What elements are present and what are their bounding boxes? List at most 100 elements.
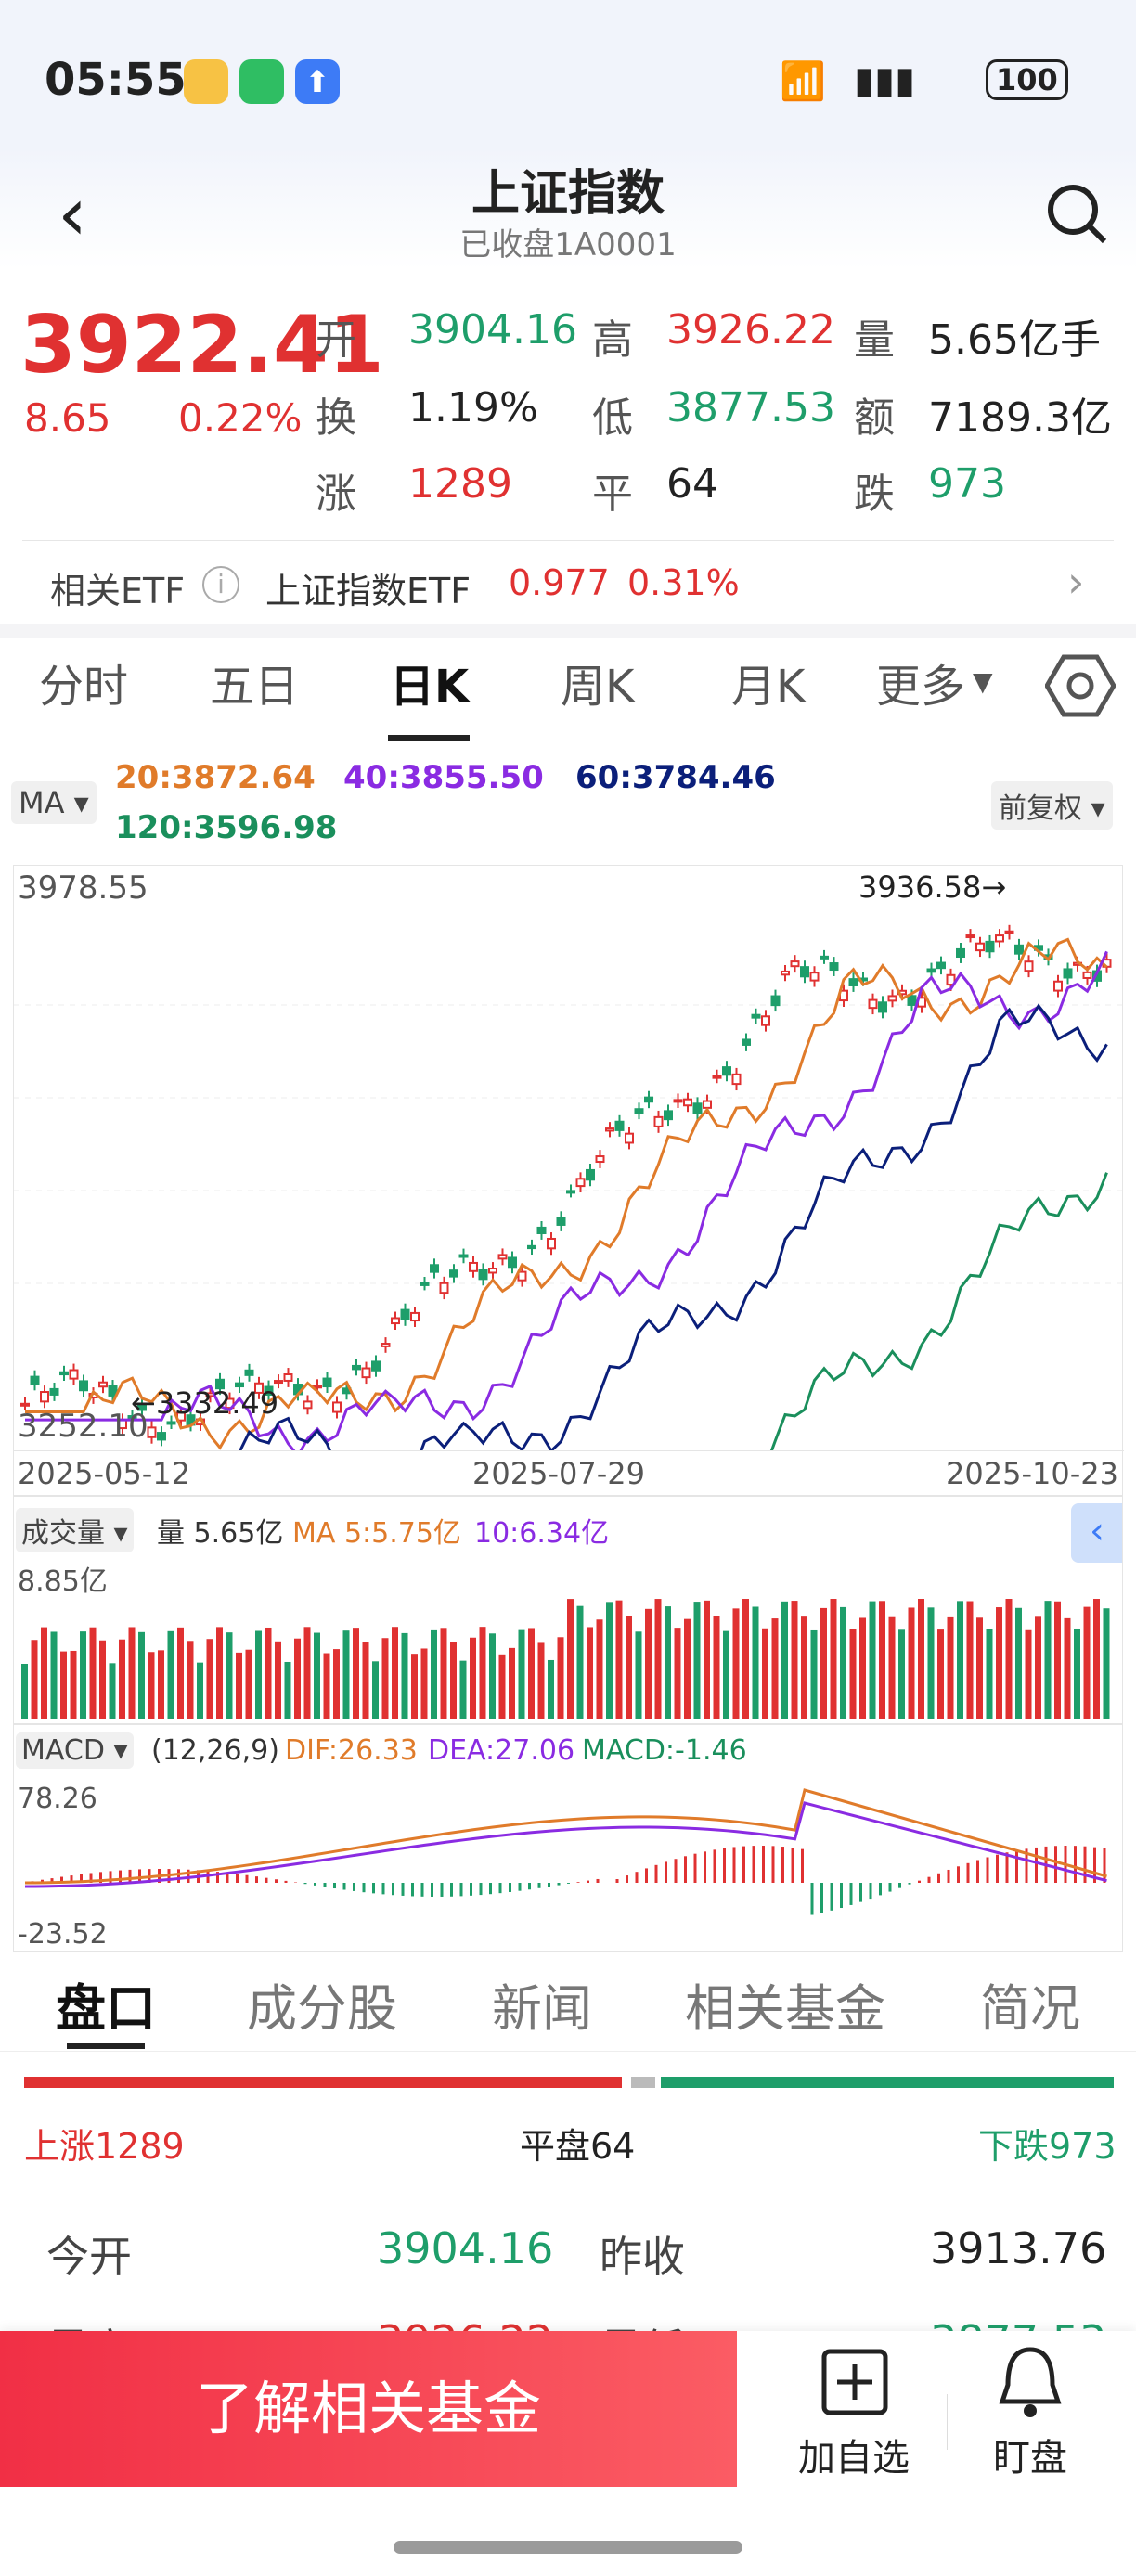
volume-max: 8.85亿 [18,1565,108,1598]
related-funds-button[interactable]: 了解相关基金 [0,2331,737,2487]
macd-histogram-bar [284,1880,288,1883]
stat-label: 额 [854,394,895,442]
divider [947,2394,948,2450]
candle-body [430,1264,439,1273]
macd-histogram-bar [431,1883,433,1897]
volume-bar [50,1631,58,1719]
add-watchlist-icon[interactable] [820,2348,889,2416]
macd-histogram-bar [420,1883,424,1897]
search-icon[interactable] [1043,180,1110,247]
tab-day-k[interactable]: 日K [390,661,470,713]
home-indicator[interactable] [394,2541,742,2554]
watch-label[interactable]: 盯盘 [993,2437,1067,2479]
status-bar: 05:55 ⬆ 📶 ▮▮▮ 100 [0,0,1136,148]
tab-overview[interactable]: 简况 [980,1979,1080,2038]
stat-value: 1.19% [408,384,538,431]
tab-more[interactable]: 更多 [876,661,966,713]
macd-histogram-bar [479,1883,483,1896]
settings-icon[interactable] [1045,653,1116,718]
tab-fenshi[interactable]: 分时 [39,661,129,713]
tab-week-k[interactable]: 周K [561,661,635,713]
volume-bar [713,1616,720,1719]
divider [0,2051,1136,2052]
tab-news[interactable]: 新闻 [492,1979,592,2038]
flat-ratio-bar [631,2077,655,2088]
open-label: 今开 [46,2232,132,2282]
macd-histogram-bar [927,1876,931,1883]
macd-chart[interactable]: MACD ▾ (12,26,9) DIF:26.33 DEA:27.06 MAC… [13,1724,1123,1952]
prev-close-label: 昨收 [600,2232,685,2282]
volume-bar [1103,1608,1110,1719]
volume-bar [654,1599,662,1719]
macd-histogram-bar [177,1869,180,1883]
bell-icon[interactable] [997,2344,1064,2420]
volume-bar [70,1650,77,1719]
ma-selector[interactable]: MA ▾ [11,781,97,824]
tab-constituents[interactable]: 成分股 [247,1979,397,2038]
collapse-panel-icon[interactable]: ‹ [1071,1503,1123,1563]
ma60-value: 60:3784.46 [575,759,776,796]
back-icon[interactable]: ‹ [58,171,87,257]
axis-line [14,1450,1124,1451]
tab-related-funds[interactable]: 相关基金 [685,1979,885,2038]
macd-histogram-bar [567,1883,570,1884]
macd-histogram-bar [587,1880,589,1883]
volume-bar [275,1641,281,1719]
macd-histogram-bar [684,1856,687,1883]
volume-chart[interactable]: 成交量 ▾ 量 5.65亿 MA 5:5.75亿 10:6.34亿 8.85亿 [13,1496,1123,1724]
info-icon[interactable]: i [202,566,239,603]
macd-dif: DIF:26.33 [285,1734,418,1767]
chevron-down-icon: ▼ [973,666,993,697]
volume-bar [489,1633,496,1719]
stat-value: 7189.3亿 [928,394,1112,442]
tab-five-day[interactable]: 五日 [210,661,300,713]
candle-body [566,1190,575,1194]
macd-histogram-bar [771,1846,775,1883]
volume-selector[interactable]: 成交量 ▾ [16,1508,134,1552]
volume-bar [303,1627,311,1719]
macd-histogram-bar [596,1878,600,1883]
candle-body [488,1268,497,1274]
volume-bar [420,1648,428,1719]
volume-bar [498,1654,506,1719]
candle-body [820,955,829,960]
date-mid: 2025-07-29 [472,1456,645,1491]
macd-histogram-bar [353,1883,355,1891]
active-tab-indicator [388,735,470,741]
kline-chart[interactable]: 3978.55 3252.10 3936.58→ ←3332.49 2025-0… [13,865,1124,1496]
macd-selector[interactable]: MACD ▾ [16,1732,134,1769]
add-watchlist-label[interactable]: 加自选 [798,2437,910,2479]
volume-bar [440,1628,447,1719]
candle-body [449,1269,458,1278]
macd-histogram-bar [548,1883,550,1887]
tab-pankou[interactable]: 盘口 [56,1979,156,2038]
etf-name[interactable]: 上证指数ETF [265,571,471,612]
volume-bar [245,1649,252,1719]
macd-histogram-bar [615,1879,619,1883]
candle-body [653,1115,664,1127]
candle-body [303,1400,313,1410]
volume-bar [645,1608,652,1719]
macd-histogram-bar [1035,1847,1038,1883]
candle-body [946,973,956,986]
candle-body [1063,968,1073,979]
chevron-right-icon[interactable]: › [1067,557,1085,607]
adjust-selector[interactable]: 前复权 ▾ [991,781,1113,830]
volume-label: 成交量 [21,1517,105,1550]
volume-bar [509,1647,515,1719]
macd-histogram-bar [89,1873,93,1883]
macd-histogram-bar [840,1883,843,1909]
candle-body [634,1108,644,1114]
macd-histogram-bar [654,1864,658,1883]
macd-max: 78.26 [18,1783,97,1815]
volume-bar [401,1632,408,1719]
active-detail-tab-indicator [67,2043,145,2049]
volume-bar [528,1628,535,1719]
candle-body [868,998,878,1010]
volume-bar [830,1599,837,1719]
candle-body [215,1378,225,1390]
tab-month-k[interactable]: 月K [731,661,806,713]
candle-body [127,1415,137,1420]
wechat-icon [239,59,284,104]
candle-body [985,940,995,953]
